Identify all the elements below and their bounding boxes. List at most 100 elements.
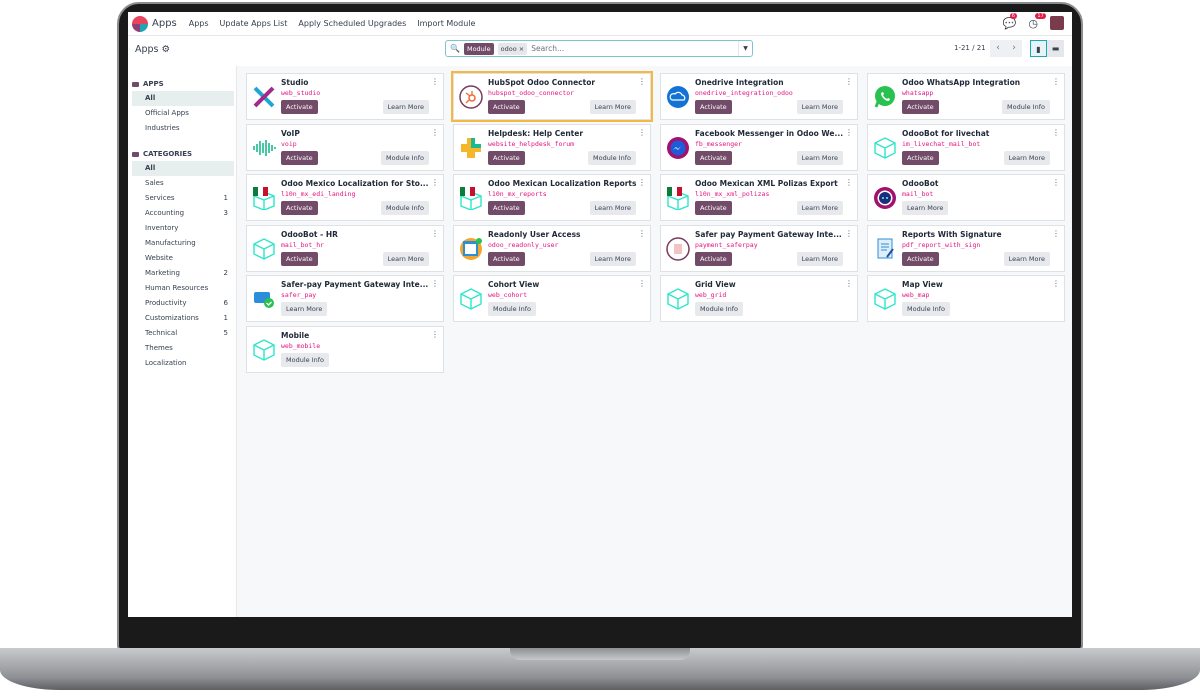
app-name[interactable]: Mobile (281, 330, 310, 340)
module-info-button[interactable]: Module Info (587, 150, 636, 165)
activate-button[interactable]: Activate (281, 150, 318, 165)
module-info-button[interactable]: Module Info (380, 201, 429, 216)
kebab-menu-icon[interactable]: ⋮ (1052, 279, 1060, 289)
search-dropdown-toggle[interactable]: ▼ (738, 41, 752, 56)
pager-previous-button[interactable]: ‹ (990, 40, 1006, 57)
kebab-menu-icon[interactable]: ⋮ (431, 228, 439, 238)
app-name[interactable]: Odoo Mexican Localization Reports (488, 179, 637, 189)
learn-more-button[interactable]: Learn More (796, 100, 843, 114)
activate-button[interactable]: Activate (695, 150, 732, 165)
user-avatar[interactable] (1050, 16, 1064, 30)
module-info-button[interactable]: Module Info (902, 302, 951, 317)
activate-button[interactable]: Activate (902, 150, 939, 165)
activate-button[interactable]: Activate (902, 100, 939, 114)
sidebar-category-inventory[interactable]: Inventory (132, 221, 234, 236)
app-name[interactable]: Odoo Mexico Localization for Sto... (281, 179, 429, 189)
sidebar-category-localization[interactable]: Localization (132, 356, 234, 371)
kebab-menu-icon[interactable]: ⋮ (845, 77, 853, 86)
sidebar-app-industries[interactable]: Industries (132, 121, 234, 136)
sidebar-app-official-apps[interactable]: Official Apps (132, 106, 234, 121)
kanban-view-button[interactable]: ▮ (1030, 40, 1047, 57)
sidebar-category-all[interactable]: All (132, 161, 234, 176)
sidebar-category-technical[interactable]: Technical 5 (132, 326, 234, 341)
module-info-button[interactable]: Module Info (281, 352, 330, 367)
kebab-menu-icon[interactable]: ⋮ (431, 77, 439, 86)
navbar-brand[interactable]: Apps (152, 18, 177, 29)
kebab-menu-icon[interactable]: ⋮ (638, 127, 646, 137)
app-name[interactable]: HubSpot Odoo Connector (488, 78, 596, 87)
app-name[interactable]: Readonly User Access (488, 229, 581, 239)
sidebar-category-website[interactable]: Website (132, 251, 234, 266)
activate-button[interactable]: Activate (695, 100, 732, 114)
learn-more-button[interactable]: Learn More (589, 201, 636, 216)
kebab-menu-icon[interactable]: ⋮ (1052, 228, 1060, 238)
menu-apps[interactable]: Apps (188, 19, 209, 28)
kebab-menu-icon[interactable]: ⋮ (431, 279, 439, 289)
app-name[interactable]: OdooBot (902, 179, 939, 189)
sidebar-category-manufacturing[interactable]: Manufacturing (132, 236, 234, 251)
activate-button[interactable]: Activate (281, 100, 318, 114)
activities-clock-icon[interactable]: ◷ 17 (1028, 12, 1046, 30)
kebab-menu-icon[interactable]: ⋮ (845, 127, 853, 137)
activate-button[interactable]: Activate (695, 251, 732, 266)
sidebar-category-sales[interactable]: Sales (132, 176, 234, 191)
app-name[interactable]: Map View (902, 280, 943, 290)
module-info-button[interactable]: Module Info (380, 150, 429, 165)
kebab-menu-icon[interactable]: ⋮ (845, 228, 853, 238)
kebab-menu-icon[interactable]: ⋮ (1052, 77, 1060, 86)
sidebar-app-all[interactable]: All (132, 91, 234, 106)
messages-icon[interactable]: 💬 6 (1002, 12, 1017, 30)
app-name[interactable]: Grid View (695, 280, 736, 290)
search-input[interactable]: Search... (531, 44, 565, 53)
activate-button[interactable]: Activate (902, 251, 939, 266)
learn-more-button[interactable]: Learn More (1003, 251, 1050, 266)
app-name[interactable]: Reports With Signature (902, 229, 1002, 239)
app-name[interactable]: Studio (281, 78, 309, 87)
app-name[interactable]: Safer pay Payment Gateway Inte... (695, 229, 842, 239)
app-name[interactable]: Odoo Mexican XML Polizas Export (695, 179, 838, 189)
module-info-button[interactable]: Module Info (488, 302, 537, 317)
kebab-menu-icon[interactable]: ⋮ (431, 127, 439, 137)
sidebar-category-themes[interactable]: Themes (132, 341, 234, 356)
kebab-menu-icon[interactable]: ⋮ (845, 279, 853, 289)
pager-next-button[interactable]: › (1006, 40, 1022, 57)
learn-more-button[interactable]: Learn More (1003, 150, 1050, 165)
kebab-menu-icon[interactable]: ⋮ (1052, 127, 1060, 137)
kebab-menu-icon[interactable]: ⋮ (1052, 178, 1060, 188)
learn-more-button[interactable]: Learn More (796, 150, 843, 165)
app-name[interactable]: Onedrive Integration (695, 78, 784, 87)
menu-update-apps-list[interactable]: Update Apps List (219, 19, 288, 28)
sidebar-category-marketing[interactable]: Marketing 2 (132, 266, 234, 281)
app-name[interactable]: Helpdesk: Help Center (488, 128, 584, 138)
app-name[interactable]: VoIP (281, 128, 300, 138)
activate-button[interactable]: Activate (488, 251, 525, 266)
sidebar-category-human-resources[interactable]: Human Resources (132, 281, 234, 296)
pager-value[interactable]: 1-21 / 21 (954, 44, 986, 52)
app-logo-icon[interactable] (132, 15, 148, 32)
learn-more-button[interactable]: Learn More (902, 201, 949, 216)
app-name[interactable]: Safer-pay Payment Gateway Inte... (281, 280, 429, 290)
activate-button[interactable]: Activate (281, 251, 318, 266)
search-bar[interactable]: 🔍 Module odoo × Search... ▼ (445, 40, 753, 57)
sidebar-category-accounting[interactable]: Accounting 3 (132, 206, 234, 221)
learn-more-button[interactable]: Learn More (796, 201, 843, 216)
kebab-menu-icon[interactable]: ⋮ (431, 178, 439, 188)
learn-more-button[interactable]: Learn More (589, 100, 636, 114)
activate-button[interactable]: Activate (488, 201, 525, 216)
sidebar-category-services[interactable]: Services 1 (132, 191, 234, 206)
sidebar-category-customizations[interactable]: Customizations 1 (132, 311, 234, 326)
menu-import-module[interactable]: Import Module (417, 19, 476, 28)
learn-more-button[interactable]: Learn More (796, 251, 843, 266)
activate-button[interactable]: Activate (488, 100, 525, 114)
app-name[interactable]: OdooBot - HR (281, 229, 338, 239)
kebab-menu-icon[interactable]: ⋮ (638, 228, 646, 238)
app-name[interactable]: Facebook Messenger in Odoo We... (695, 128, 844, 138)
learn-more-button[interactable]: Learn More (281, 302, 328, 317)
learn-more-button[interactable]: Learn More (382, 100, 429, 114)
kebab-menu-icon[interactable]: ⋮ (638, 178, 646, 188)
menu-apply-scheduled-upgrades[interactable]: Apply Scheduled Upgrades (298, 19, 407, 28)
app-name[interactable]: Cohort View (488, 280, 540, 290)
list-view-button[interactable]: ▬ (1047, 40, 1064, 57)
remove-facet-icon[interactable]: × (518, 44, 525, 53)
activate-button[interactable]: Activate (488, 150, 525, 165)
